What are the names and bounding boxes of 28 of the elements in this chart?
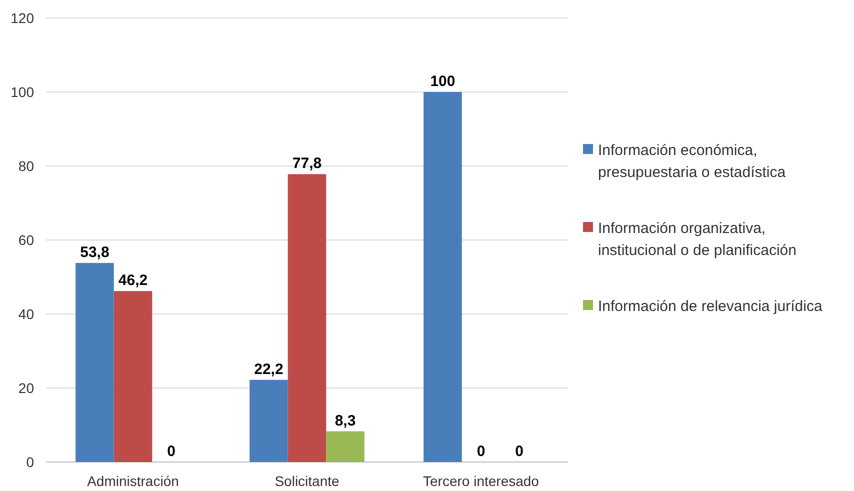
legend-label: Información de relevancia jurídica: [598, 298, 823, 315]
legend-label: Información económica, presupuestaria o estadística: [598, 142, 786, 181]
data-label: 22,2: [254, 360, 284, 378]
x-tick-label: Solicitante: [274, 473, 340, 489]
y-tick-label: 0: [26, 454, 34, 470]
data-label: 0: [476, 443, 486, 460]
y-tick-label: 40: [18, 306, 34, 322]
y-tick-label: 120: [10, 10, 34, 26]
bar: [250, 380, 288, 462]
bar: [288, 174, 326, 462]
data-label: 100: [430, 73, 456, 90]
data-label: 8,3: [334, 412, 356, 430]
y-tick-label: 60: [18, 232, 34, 248]
data-label: 46,2: [118, 272, 148, 290]
y-tick-label: 100: [10, 84, 34, 100]
data-label: 53,8: [80, 244, 110, 261]
legend-label: Información organizativa, institucional o de planificación: [598, 220, 796, 259]
data-label: 0: [515, 443, 524, 460]
bar: [114, 291, 152, 462]
y-tick-label: 20: [18, 380, 34, 396]
data-label: 77,8: [292, 155, 322, 172]
data-label: 0: [167, 443, 176, 460]
bar: [76, 262, 114, 462]
bar: [326, 431, 364, 462]
x-tick-label: Tercero interesado: [423, 473, 540, 489]
bar: [424, 92, 462, 462]
y-tick-label: 80: [18, 158, 34, 174]
x-tick-label: Administración: [87, 473, 179, 489]
